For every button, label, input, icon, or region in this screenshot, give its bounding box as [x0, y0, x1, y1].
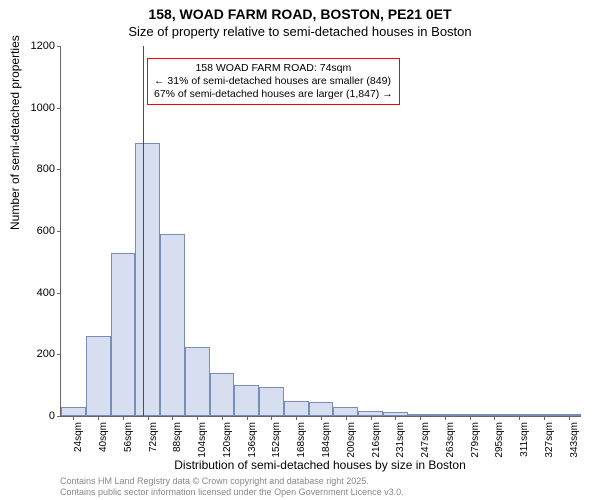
footer-line-2: Contains public sector information licen…: [60, 487, 404, 498]
x-tick-label: 88sqm: [172, 422, 183, 452]
x-tick-label: 263sqm: [445, 422, 456, 458]
x-tick-label: 136sqm: [247, 422, 258, 458]
x-tick-mark: [544, 416, 545, 420]
attribution-footer: Contains HM Land Registry data © Crown c…: [60, 476, 404, 498]
x-tick-mark: [395, 416, 396, 420]
annotation-line: ← 31% of semi-detached houses are smalle…: [154, 75, 393, 88]
x-axis-label: Distribution of semi-detached houses by …: [60, 458, 580, 472]
histogram-bar: [284, 401, 309, 416]
histogram-bar: [185, 347, 210, 416]
y-tick-mark: [57, 293, 61, 294]
x-tick-mark: [346, 416, 347, 420]
x-tick-label: 295sqm: [494, 422, 505, 458]
property-marker-line: [143, 46, 144, 416]
x-tick-mark: [296, 416, 297, 420]
x-tick-label: 120sqm: [222, 422, 233, 458]
footer-line-1: Contains HM Land Registry data © Crown c…: [60, 476, 404, 487]
y-tick-mark: [57, 46, 61, 47]
x-tick-mark: [271, 416, 272, 420]
y-tick-mark: [57, 416, 61, 417]
x-tick-label: 184sqm: [321, 422, 332, 458]
x-tick-label: 56sqm: [123, 422, 134, 452]
y-tick-mark: [57, 169, 61, 170]
x-tick-mark: [172, 416, 173, 420]
x-tick-mark: [148, 416, 149, 420]
y-tick-mark: [57, 354, 61, 355]
x-tick-mark: [247, 416, 248, 420]
x-tick-label: 40sqm: [98, 422, 109, 452]
histogram-bar: [333, 407, 358, 416]
histogram-bar: [111, 253, 136, 416]
x-tick-label: 72sqm: [148, 422, 159, 452]
annotation-line: 158 WOAD FARM ROAD: 74sqm: [154, 62, 393, 75]
x-tick-mark: [98, 416, 99, 420]
x-tick-mark: [197, 416, 198, 420]
chart-container: 158, WOAD FARM ROAD, BOSTON, PE21 0ET Si…: [0, 0, 600, 500]
annotation-box: 158 WOAD FARM ROAD: 74sqm← 31% of semi-d…: [147, 58, 400, 105]
x-tick-label: 152sqm: [271, 422, 282, 458]
histogram-bar: [61, 407, 86, 416]
x-tick-label: 343sqm: [569, 422, 580, 458]
x-tick-label: 216sqm: [371, 422, 382, 458]
x-tick-label: 168sqm: [296, 422, 307, 458]
x-tick-mark: [445, 416, 446, 420]
histogram-bar: [210, 373, 235, 416]
x-tick-label: 279sqm: [470, 422, 481, 458]
x-tick-mark: [494, 416, 495, 420]
x-tick-mark: [371, 416, 372, 420]
x-tick-mark: [73, 416, 74, 420]
chart-subtitle: Size of property relative to semi-detach…: [0, 24, 600, 39]
x-tick-label: 327sqm: [544, 422, 555, 458]
x-tick-label: 24sqm: [73, 422, 84, 452]
x-tick-mark: [420, 416, 421, 420]
x-tick-mark: [569, 416, 570, 420]
x-tick-label: 231sqm: [395, 422, 406, 458]
x-tick-mark: [222, 416, 223, 420]
y-tick-mark: [57, 231, 61, 232]
x-tick-mark: [470, 416, 471, 420]
histogram-bar: [234, 385, 259, 416]
histogram-bar: [259, 387, 284, 416]
histogram-bar: [86, 336, 111, 416]
x-tick-mark: [321, 416, 322, 420]
x-tick-mark: [519, 416, 520, 420]
y-axis-label: Number of semi-detached properties: [8, 35, 22, 230]
x-tick-label: 247sqm: [420, 422, 431, 458]
annotation-line: 67% of semi-detached houses are larger (…: [154, 88, 393, 101]
y-tick-mark: [57, 108, 61, 109]
x-tick-label: 200sqm: [346, 422, 357, 458]
histogram-bar: [135, 143, 160, 416]
chart-title: 158, WOAD FARM ROAD, BOSTON, PE21 0ET: [0, 6, 600, 22]
histogram-bar: [160, 234, 185, 416]
histogram-bar: [309, 402, 334, 416]
plot-area: 02004006008001000120024sqm40sqm56sqm72sq…: [60, 46, 581, 417]
x-tick-label: 311sqm: [519, 422, 530, 457]
x-tick-mark: [123, 416, 124, 420]
x-tick-label: 104sqm: [197, 422, 208, 458]
